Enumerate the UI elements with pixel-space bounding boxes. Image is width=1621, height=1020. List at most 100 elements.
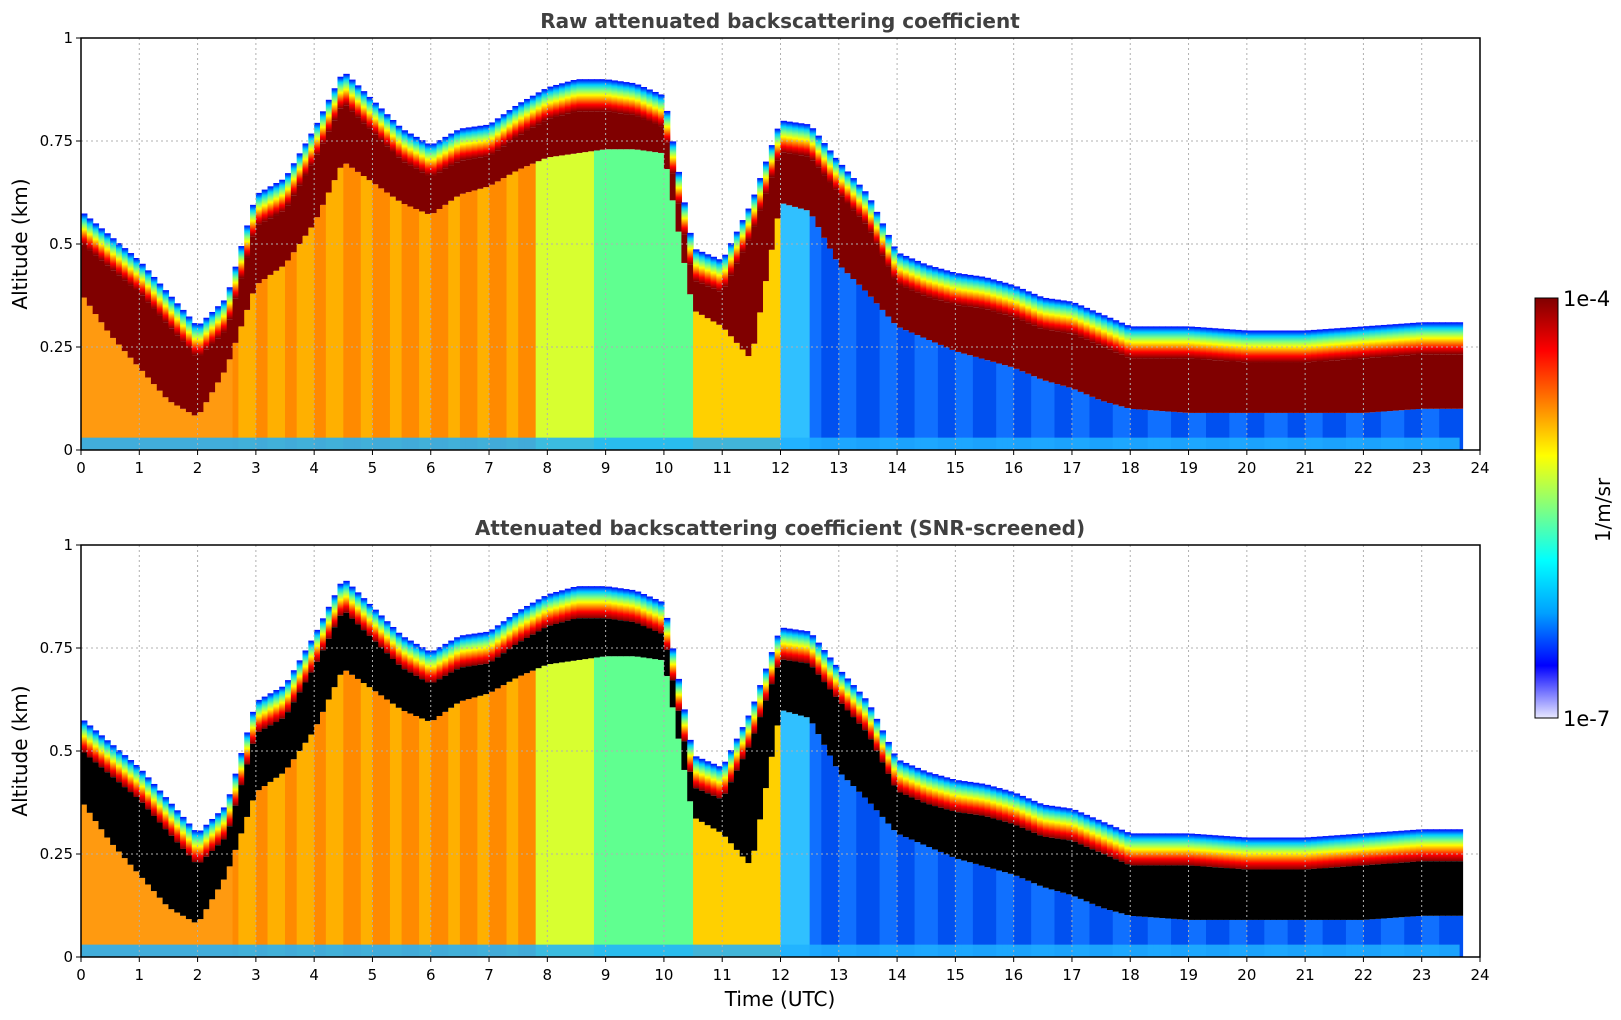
cloud-edge-cell (558, 590, 566, 623)
cloud-edge-cell (722, 254, 729, 287)
aerosol-cell (366, 180, 374, 450)
aerosol-cell (1246, 919, 1254, 957)
cloud-core-cell (844, 203, 852, 274)
cloud-core-cell (1071, 334, 1079, 390)
aerosol-cell (220, 372, 228, 450)
aerosol-cell (739, 856, 747, 957)
cloud-core-cell (197, 862, 205, 920)
cloud-core-cell (489, 661, 496, 692)
cloud-core-cell (1019, 827, 1026, 879)
aerosol-cell (1450, 408, 1458, 450)
cloud-core-cell (1433, 354, 1440, 409)
aerosol-cell (535, 161, 543, 450)
cloud-core-cell (115, 275, 123, 345)
cloud-edge-cell (1077, 812, 1085, 845)
cloud-edge-cell (1042, 804, 1050, 837)
cloud-edge-cell (209, 818, 216, 851)
cloud-core-cell (226, 826, 234, 867)
cloud-edge-cell (1101, 822, 1108, 855)
aerosol-cell (81, 297, 88, 450)
cloud-core-cell (1369, 357, 1376, 413)
aerosol-cell (244, 309, 251, 450)
aerosol-cell (384, 699, 391, 957)
cloud-core-cell (990, 311, 997, 362)
cloud-edge-cell (1112, 827, 1120, 860)
cloud-edge-cell (150, 783, 158, 816)
aerosol-cell (961, 353, 968, 450)
cloud-core-cell (658, 633, 665, 660)
aerosol-cell (215, 889, 222, 957)
cloud-core-cell (395, 157, 403, 201)
cloud-core-cell (611, 619, 618, 657)
aerosol-cell (512, 171, 519, 450)
cloud-core-cell (145, 302, 152, 378)
cloud-core-cell (920, 802, 927, 845)
cloud-core-cell (716, 798, 723, 832)
cloud-core-cell (803, 663, 811, 718)
cloud-core-cell (733, 263, 741, 343)
aerosol-cell (524, 673, 531, 957)
cloud-core-cell (803, 156, 811, 211)
cloud-core-cell (267, 725, 274, 782)
cloud-core-cell (961, 813, 968, 861)
aerosol-cell (465, 699, 473, 957)
cloud-core-cell (1060, 839, 1067, 893)
x-tick-label: 19 (1179, 459, 1198, 477)
aerosol-cell (564, 661, 572, 957)
x-tick-label: 8 (543, 966, 553, 984)
cloud-edge-cell (827, 657, 834, 690)
cloud-edge-cell (1019, 288, 1026, 321)
cloud-edge-cell (314, 122, 321, 155)
aerosol-cell (133, 871, 140, 957)
cloud-core-cell (360, 630, 368, 684)
cloud-edge-cell (384, 114, 391, 147)
aerosol-cell (1188, 919, 1195, 957)
aerosol-cell (605, 656, 613, 957)
cloud-edge-cell (792, 629, 799, 662)
aerosol-cell (1264, 412, 1271, 450)
cloud-edge-cell (669, 141, 677, 174)
cloud-edge-cell (541, 596, 548, 629)
aerosol-cell (1200, 919, 1207, 957)
cloud-core-cell (1427, 861, 1434, 916)
aerosol-cell (524, 166, 531, 450)
aerosol-cell (1031, 883, 1038, 957)
aerosol-cell (996, 870, 1003, 957)
aerosol-cell (1404, 916, 1411, 957)
aerosol-cell (984, 867, 991, 957)
cloud-core-cell (1456, 861, 1464, 916)
aerosol-cell (471, 697, 478, 957)
cloud-core-cell (92, 255, 100, 315)
cloud-edge-cell (1083, 307, 1091, 340)
aerosol-cell (1310, 919, 1318, 957)
cloud-edge-cell (576, 586, 583, 619)
cloud-edge-cell (255, 699, 263, 732)
aerosol-cell (139, 370, 146, 450)
cloud-edge-cell (168, 803, 175, 836)
cloud-core-cell (1351, 359, 1359, 413)
cloud-edge-cell (1275, 330, 1283, 363)
cloud-core-cell (1048, 330, 1056, 383)
cloud-core-cell (98, 767, 105, 830)
aerosol-cell (203, 909, 210, 957)
cloud-edge-cell (1375, 832, 1382, 865)
cloud-edge-cell (564, 81, 572, 114)
cloud-edge-cell (669, 648, 677, 681)
cloud-edge-cell (1334, 835, 1341, 868)
cloud-edge-cell (81, 213, 88, 246)
aerosol-cell (1147, 410, 1155, 450)
aerosol-cell (937, 344, 945, 450)
cloud-core-cell (815, 674, 822, 735)
cloud-core-cell (197, 355, 205, 413)
cloud-core-cell (366, 635, 374, 688)
cloud-edge-cell (191, 830, 199, 863)
cloud-core-cell (763, 193, 770, 282)
cloud-core-cell (978, 815, 986, 866)
cloud-core-cell (628, 621, 636, 657)
cloud-edge-cell (605, 586, 613, 619)
aerosol-cell (1118, 913, 1126, 957)
cloud-core-cell (174, 842, 181, 913)
cloud-core-cell (506, 649, 513, 682)
aerosol-cell (1270, 412, 1277, 450)
cloud-edge-cell (337, 583, 344, 616)
